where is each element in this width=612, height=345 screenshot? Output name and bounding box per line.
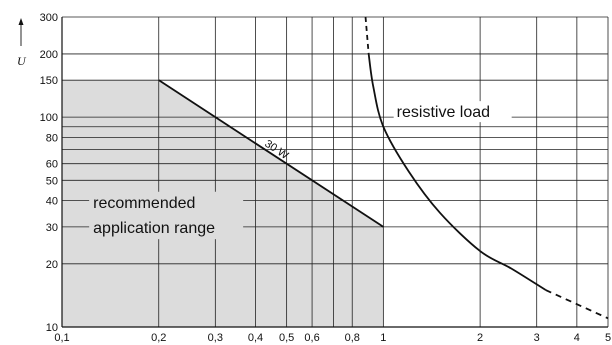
x-tick-label: 5 <box>605 332 611 344</box>
y-axis-label: U <box>17 54 27 68</box>
x-tick-label: 0,6 <box>304 332 319 344</box>
y-tick-label: 20 <box>46 259 58 271</box>
label-layer: 0,1 0,2 0,3 0,4 0,5 0,6 0,8 1 2 3 4 5 10 20 30 40 50 60 80… <box>17 12 611 344</box>
recommended-region-label: application range <box>93 220 215 237</box>
x-tick-label: 0,8 <box>345 332 360 344</box>
y-tick-label: 50 <box>46 175 58 187</box>
y-tick-label: 80 <box>46 132 58 144</box>
x-tick-label: 0,1 <box>54 332 69 344</box>
recommended-region-label: recommended <box>93 195 195 212</box>
resistive-load-curve <box>367 53 547 291</box>
resistive-load-label: resistive load <box>397 104 490 121</box>
y-axis-arrow-head <box>18 18 24 25</box>
x-tick-label: 3 <box>534 332 540 344</box>
resistive-load-dashed-start <box>364 16 370 55</box>
resistive-load-label-bg <box>393 101 512 123</box>
x-tick-label: 1 <box>380 332 386 344</box>
x-tick-label: 0,4 <box>248 332 263 344</box>
y-tick-label: 100 <box>40 112 58 124</box>
y-tick-label: 60 <box>46 159 58 171</box>
y-tick-label: 200 <box>40 49 58 61</box>
y-tick-label: 10 <box>46 322 58 334</box>
x-tick-label: 4 <box>574 332 580 344</box>
resistive-load-dashed-end <box>545 289 609 320</box>
x-tick-label: 0,3 <box>208 332 223 344</box>
y-tick-label: 30 <box>46 222 58 234</box>
power-line-30w <box>158 79 384 228</box>
curve-layer <box>158 16 609 320</box>
y-tick-label: 40 <box>46 196 58 208</box>
x-tick-label: 2 <box>477 332 483 344</box>
recommended-label-bg <box>89 191 244 240</box>
x-tick-label: 0,2 <box>151 332 166 344</box>
y-tick-label: 300 <box>40 12 58 24</box>
x-tick-label: 0,5 <box>279 332 294 344</box>
y-tick-label: 150 <box>40 75 58 87</box>
